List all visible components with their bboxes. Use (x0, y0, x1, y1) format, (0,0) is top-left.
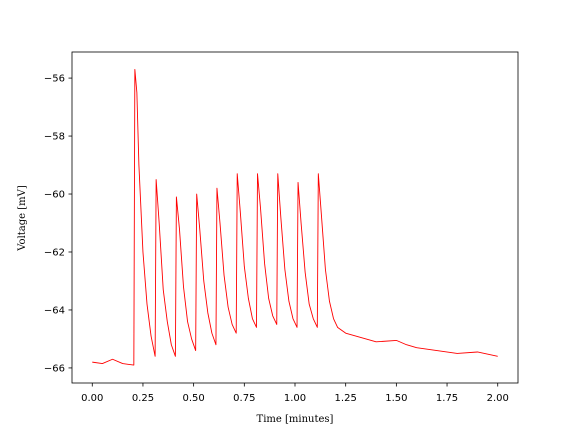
x-tick-label: 1.50 (385, 393, 407, 404)
x-tick-label: 1.25 (335, 393, 357, 404)
x-tick-label: 0.25 (132, 393, 154, 404)
line (92, 68, 498, 366)
x-tick-label: 2.00 (487, 393, 509, 404)
x-tick-label: 0.75 (233, 393, 255, 404)
y-tick-label: −60 (44, 190, 65, 201)
x-tick-label: 0.00 (81, 393, 103, 404)
x-tick-label: 1.00 (284, 393, 306, 404)
axes-frame (71, 51, 519, 384)
y-tick-label: −58 (44, 132, 65, 143)
y-tick-label: −56 (44, 74, 65, 85)
x-tick-label: 0.50 (183, 393, 205, 404)
x-tick-label: 1.75 (436, 393, 458, 404)
y-tick-label: −66 (44, 363, 65, 374)
y-tick-label: −64 (44, 305, 65, 316)
y-axis-label: Voltage [mV] (17, 185, 28, 252)
y-tick-label: −62 (44, 247, 65, 258)
x-axis-label: Time [minutes] (257, 414, 334, 425)
